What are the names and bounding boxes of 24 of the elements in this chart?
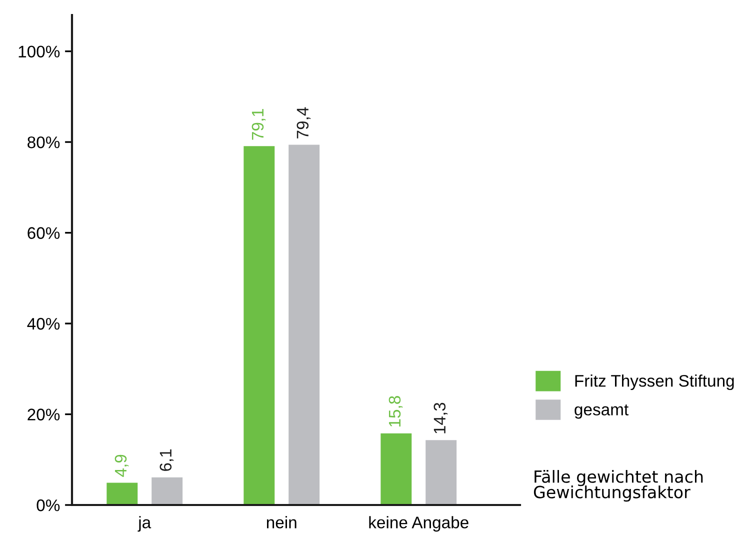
- bar: [106, 482, 138, 505]
- y-tick-label: 0%: [36, 499, 60, 512]
- y-tick-label: 100%: [18, 46, 60, 58]
- bar: [288, 144, 320, 505]
- data-label: 79,1: [252, 108, 266, 140]
- data-label: 6,1: [160, 449, 174, 471]
- y-tick-label: 20%: [28, 408, 60, 420]
- bar: [426, 440, 457, 505]
- bar: [244, 146, 275, 505]
- y-tick-label: 80%: [28, 136, 60, 148]
- x-tick-label: ja: [138, 516, 152, 532]
- legend-label: gesamt: [574, 404, 628, 419]
- data-label: 79,4: [296, 107, 311, 138]
- data-label: 15,8: [388, 396, 403, 426]
- bar: [380, 433, 412, 505]
- x-tick-label: nein: [266, 516, 296, 528]
- y-tick-label: 40%: [27, 318, 60, 330]
- data-label: 14,3: [434, 402, 448, 434]
- text: Fälle gewichtet nach Gewichtungsfaktor: [534, 470, 703, 502]
- data-label: 4,9: [114, 454, 129, 477]
- x-tick-label: keine Angabe: [369, 516, 468, 532]
- legend-label: Fritz Thyssen Stiftung: [575, 374, 734, 390]
- bar: [152, 477, 183, 505]
- y-tick-label: 60%: [28, 227, 60, 239]
